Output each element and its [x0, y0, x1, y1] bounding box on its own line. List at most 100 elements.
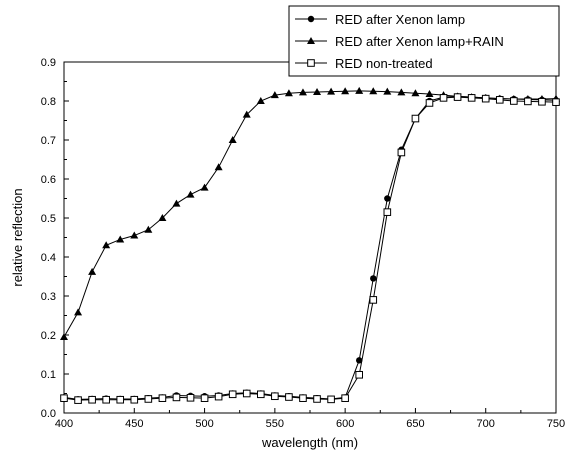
- data-point: [285, 393, 293, 401]
- legend-marker: [307, 37, 315, 44]
- data-point: [397, 88, 406, 96]
- data-point: [102, 395, 110, 404]
- data-point: [313, 88, 322, 96]
- y-tick-label: 0.3: [41, 291, 56, 303]
- data-point: [355, 370, 363, 379]
- data-point: [74, 396, 82, 404]
- data-point: [242, 110, 251, 118]
- data-point: [214, 392, 223, 401]
- data-point: [299, 394, 307, 402]
- y-axis-title: relative reflection: [10, 188, 25, 286]
- series-1: [60, 93, 560, 403]
- data-point: [411, 114, 420, 123]
- data-point: [355, 86, 364, 94]
- legend-item: RED after Xenon lamp+RAIN: [295, 34, 504, 49]
- data-point: [200, 183, 209, 191]
- data-point: [425, 89, 434, 97]
- data-point: [200, 394, 209, 402]
- y-tick-label: 0.5: [41, 213, 56, 225]
- data-point: [411, 89, 420, 97]
- data-point: [552, 98, 560, 106]
- data-point: [369, 87, 378, 95]
- y-tick-label: 0.6: [41, 174, 56, 186]
- data-point: [397, 148, 406, 157]
- data-point: [242, 389, 251, 398]
- data-point: [88, 267, 97, 275]
- data-point: [60, 332, 68, 340]
- x-tick-label: 550: [266, 418, 284, 430]
- data-point: [383, 208, 392, 216]
- data-point: [158, 214, 167, 221]
- data-point: [383, 87, 392, 95]
- x-tick-label: 650: [406, 418, 424, 430]
- data-point: [256, 97, 265, 104]
- data-point: [102, 241, 111, 249]
- y-tick-label: 0.4: [41, 252, 56, 264]
- series-line: [63, 96, 557, 401]
- legend-label: RED after Xenon lamp+RAIN: [335, 34, 504, 49]
- data-point: [327, 87, 336, 95]
- data-point: [524, 97, 532, 106]
- data-point: [130, 395, 139, 404]
- x-tick-label: 600: [336, 418, 354, 430]
- y-tick-label: 0.1: [41, 369, 56, 381]
- legend-label: RED non-treated: [335, 56, 433, 71]
- data-point: [341, 87, 350, 95]
- data-point: [341, 394, 349, 402]
- x-tick-label: 450: [125, 418, 143, 430]
- data-point: [270, 91, 279, 99]
- data-point: [298, 88, 307, 96]
- legend-marker: [307, 59, 315, 67]
- legend-label: RED after Xenon lamp: [335, 12, 465, 27]
- data-point: [130, 231, 139, 239]
- data-point: [186, 393, 195, 402]
- legend-marker: [307, 15, 315, 23]
- data-point: [116, 235, 125, 243]
- data-point: [384, 195, 391, 202]
- series-line: [63, 95, 557, 400]
- x-tick-label: 500: [195, 418, 213, 430]
- legend-item: RED non-treated: [295, 56, 433, 71]
- data-point: [158, 394, 167, 402]
- data-point: [369, 296, 378, 304]
- data-point: [356, 357, 363, 364]
- legend-box: [288, 5, 560, 77]
- legend: RED after Xenon lamp RED after Xenon lamp…: [288, 5, 560, 77]
- x-axis-title: wavelength (nm): [261, 435, 358, 450]
- data-point: [228, 390, 237, 399]
- y-tick-label: 0.9: [41, 57, 56, 69]
- data-point: [495, 96, 504, 104]
- x-tick-label: 400: [55, 418, 73, 430]
- y-tick-label: 0.0: [41, 408, 56, 420]
- x-tick-label: 750: [547, 418, 565, 430]
- series-line: [63, 90, 557, 338]
- data-point: [88, 395, 96, 404]
- data-point: [172, 393, 181, 402]
- data-point: [453, 93, 462, 101]
- data-point: [60, 394, 68, 402]
- data-point: [74, 308, 83, 316]
- data-point: [510, 97, 518, 105]
- axis-ticks: 400 450 500 550 600 650 700 750 0.0 0.1 0.2 0.3 0.4 0…: [41, 57, 565, 430]
- data-point: [425, 99, 434, 107]
- data-point: [116, 395, 125, 404]
- data-point: [172, 199, 181, 207]
- x-tick-label: 700: [477, 418, 495, 430]
- data-point: [228, 136, 237, 143]
- data-point: [186, 190, 195, 198]
- legend-item: RED after Xenon lamp: [295, 12, 465, 27]
- data-point: [481, 94, 490, 103]
- series-3: [60, 93, 560, 404]
- data-point: [257, 390, 265, 399]
- data-point: [284, 89, 293, 97]
- data-point: [144, 395, 153, 403]
- y-tick-label: 0.2: [41, 330, 56, 342]
- series-layer: [60, 86, 560, 404]
- data-point: [144, 225, 153, 233]
- data-point: [214, 163, 223, 171]
- data-point: [370, 275, 377, 282]
- y-tick-label: 0.8: [41, 96, 56, 108]
- data-point: [271, 392, 279, 401]
- data-point: [439, 94, 448, 102]
